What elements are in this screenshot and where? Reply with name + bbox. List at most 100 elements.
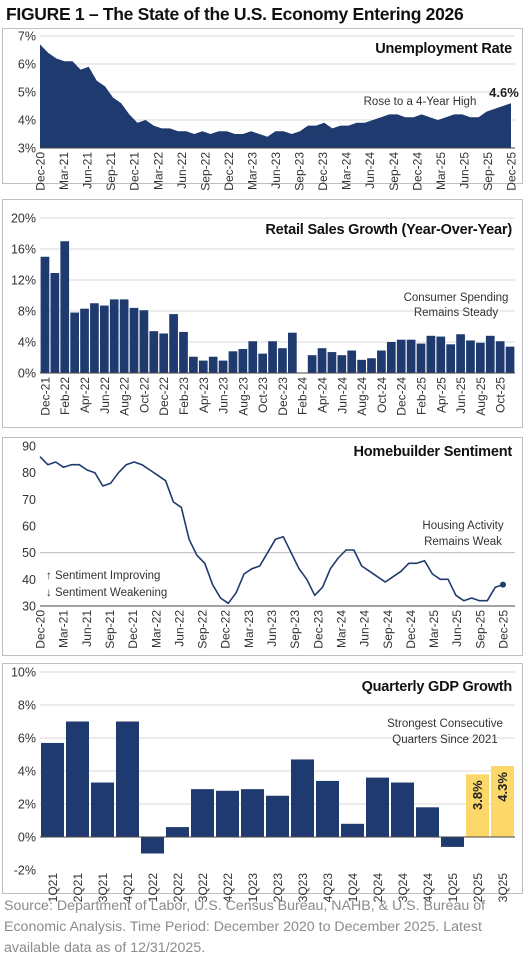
gdp-x-tick-label: 3Q22 [196, 873, 210, 903]
gdp-x-tick-label: 2Q21 [71, 873, 85, 903]
retail-annotation-line2: Remains Steady [414, 307, 499, 319]
retail-bar [109, 299, 119, 374]
retail-x-tick-label: Aug-24 [355, 377, 369, 416]
unemployment-x-tick-label: Sep-22 [198, 152, 212, 191]
unemployment-area-series [40, 44, 511, 148]
sentiment-x-tick-label: Mar-23 [242, 610, 256, 648]
gdp-bar [141, 837, 164, 854]
retail-annotation-line1: Consumer Spending [404, 292, 509, 304]
sentiment-annotation-line2: Remains Weak [424, 536, 502, 548]
retail-x-tick-label: Feb-25 [414, 377, 428, 415]
gdp-x-tick-label: 3Q21 [96, 873, 110, 903]
gdp-x-tick-label: 4Q23 [321, 873, 335, 903]
unemployment-x-tick-label: Sep-21 [104, 152, 118, 191]
retail-x-tick-label: Oct-24 [375, 377, 389, 413]
sentiment-y-tick-label: 30 [22, 600, 36, 614]
retail-x-tick-label: Jun-22 [98, 377, 112, 414]
retail-bar [80, 308, 89, 373]
unemployment-x-tick-label: Jun-24 [363, 152, 377, 189]
gdp-bar [391, 782, 414, 837]
retail-x-tick-label: Oct-22 [137, 377, 151, 413]
retail-bar [337, 355, 347, 373]
sentiment-x-tick-label: Sep-22 [196, 610, 210, 649]
sentiment-x-tick-label: Sep-21 [103, 610, 117, 649]
retail-bar [357, 359, 366, 373]
unemployment-x-tick-label: Jun-25 [457, 152, 471, 189]
gdp-bar [366, 777, 389, 837]
gdp-x-tick-label: 1Q24 [346, 873, 360, 903]
retail-bar [446, 344, 456, 373]
retail-bar [485, 335, 495, 373]
retail-bar [466, 340, 475, 373]
retail-bar [228, 351, 238, 373]
retail-x-tick-label: Aug-25 [474, 377, 488, 416]
gdp-title: Quarterly GDP Growth [362, 679, 512, 695]
retail-bar [149, 331, 159, 373]
sentiment-last-point [500, 581, 506, 588]
gdp-bar [91, 782, 114, 837]
gdp-x-tick-label: 1Q23 [246, 873, 260, 903]
unemployment-x-tick-label: Dec-23 [316, 152, 330, 191]
retail-y-tick-label: 16% [11, 243, 36, 257]
retail-bar [50, 273, 60, 373]
retail-x-tick-label: Dec-23 [276, 377, 290, 416]
unemployment-y-tick-label: 3% [18, 142, 36, 156]
sentiment-x-tick-label: Jun-24 [358, 610, 372, 647]
gdp-bar [66, 721, 89, 837]
unemployment-x-tick-label: Jun-21 [81, 152, 95, 189]
panel-frame-4 [2, 663, 523, 894]
sentiment-x-tick-label: Sep-24 [381, 610, 395, 649]
retail-y-tick-label: 20% [11, 212, 36, 226]
retail-bar [495, 341, 505, 373]
unemployment-x-tick-label: Mar-25 [434, 152, 448, 190]
retail-bar [99, 305, 109, 373]
retail-bar [456, 334, 465, 373]
gdp-y-tick-label: 8% [18, 699, 36, 713]
sentiment-x-tick-label: Dec-20 [34, 610, 48, 649]
sentiment-y-tick-label: 40 [22, 573, 36, 587]
gdp-bar [191, 789, 214, 837]
retail-bar [159, 333, 169, 373]
gdp-bar [166, 827, 189, 837]
sentiment-x-tick-label: Mar-21 [57, 610, 71, 648]
gdp-x-tick-label: 2Q25 [471, 873, 485, 903]
retail-x-tick-label: Aug-22 [118, 377, 132, 416]
retail-bar [396, 339, 406, 373]
retail-bar [238, 348, 248, 373]
sentiment-y-tick-label: 70 [22, 493, 36, 507]
gdp-x-tick-label: 1Q21 [46, 873, 60, 903]
gdp-x-tick-label: 2Q22 [171, 873, 185, 903]
gdp-y-tick-label: 4% [18, 765, 36, 779]
sentiment-x-tick-label: Dec-23 [311, 610, 325, 649]
retail-bar [119, 299, 129, 374]
sentiment-line-series [39, 456, 504, 605]
retail-bar [198, 360, 208, 373]
sentiment-y-tick-label: 90 [22, 440, 36, 454]
gdp-x-tick-label: 4Q21 [121, 873, 135, 903]
figure-title: FIGURE 1 – The State of the U.S. Economy… [6, 4, 464, 24]
retail-x-tick-label: Feb-24 [296, 377, 310, 415]
gdp-y-tick-label: 6% [18, 732, 36, 746]
retail-x-tick-label: Apr-22 [78, 377, 92, 413]
gdp-highlight-label: 3.8% [470, 780, 485, 810]
gdp-x-tick-label: 1Q25 [446, 873, 460, 903]
sentiment-x-tick-label: Jun-22 [172, 610, 186, 647]
retail-bar [268, 341, 277, 373]
retail-bar [327, 352, 337, 373]
sentiment-title: Homebuilder Sentiment [353, 444, 512, 460]
retail-x-tick-label: Apr-25 [434, 377, 448, 413]
sentiment-x-tick-label: Dec-21 [126, 610, 140, 649]
gdp-bar [291, 759, 314, 837]
gdp-y-tick-label: 0% [18, 831, 36, 845]
gdp-x-tick-label: 4Q22 [221, 873, 235, 903]
retail-x-tick-label: Dec-22 [157, 377, 171, 416]
sentiment-x-tick-label: Jun-23 [265, 610, 279, 647]
unemployment-x-tick-label: Mar-22 [151, 152, 165, 190]
retail-x-tick-label: Oct-25 [494, 377, 508, 413]
sentiment-y-tick-label: 60 [22, 520, 36, 534]
retail-x-tick-label: Jun-24 [335, 377, 349, 414]
unemployment-y-tick-label: 4% [18, 114, 36, 128]
retail-x-tick-label: Aug-23 [236, 377, 250, 416]
gdp-bar [341, 823, 364, 837]
